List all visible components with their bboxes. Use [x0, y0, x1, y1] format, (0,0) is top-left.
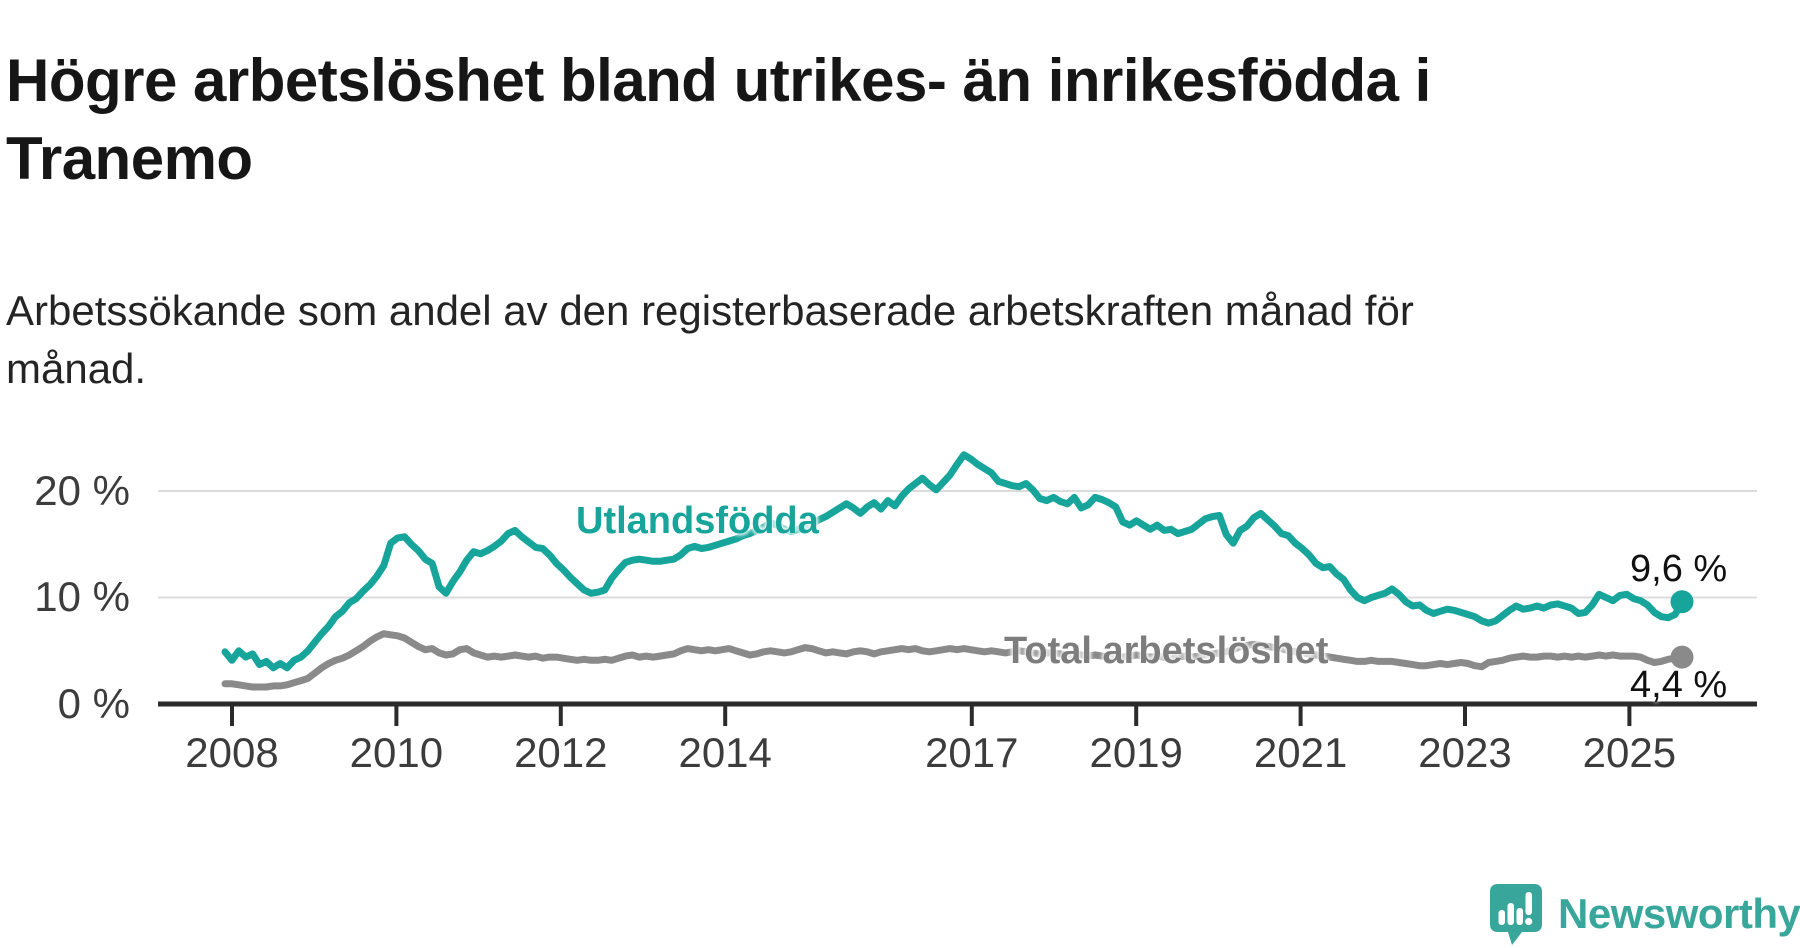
chart-subtitle: Arbetssökande som andel av den registerb…: [6, 282, 1414, 398]
x-axis-label-2012: 2012: [514, 729, 608, 776]
y-axis-label-0: 0 %: [57, 680, 130, 727]
x-axis-label-2023: 2023: [1418, 729, 1512, 776]
x-axis-label-2017: 2017: [925, 729, 1019, 776]
chart-subtitle-line-1: Arbetssökande som andel av den registerb…: [6, 287, 1414, 334]
logo-exclamation-bar: [1525, 892, 1532, 915]
x-axis-label-2019: 2019: [1089, 729, 1183, 776]
newsworthy-logo: Newsworthy: [1490, 884, 1800, 948]
x-axis-label-2010: 2010: [349, 729, 444, 776]
series-end-dot-utlandsfodda: [1670, 590, 1694, 614]
y-axis-label-20: 20 %: [34, 467, 130, 514]
y-axis-label-10: 10 %: [34, 573, 130, 620]
x-axis-label-2008: 2008: [185, 729, 279, 776]
series-label-total-arbetsloshet: Total arbetslöshet: [1004, 630, 1329, 672]
newsworthy-logo-text: Newsworthy: [1558, 890, 1800, 937]
x-axis-label-2025: 2025: [1582, 729, 1677, 776]
end-value-label-utlandsfodda: 9,6 %: [1630, 548, 1728, 590]
chart-title: Högre arbetslöshet bland utrikes- än inr…: [6, 42, 1431, 198]
x-axis-label-2021: 2021: [1253, 729, 1348, 776]
logo-bar-3: [1516, 908, 1523, 925]
chart-title-line-1: Högre arbetslöshet bland utrikes- än inr…: [6, 47, 1431, 115]
series-line-total: [221, 630, 1686, 691]
series-end-dot-total: [1670, 645, 1694, 669]
series-label-utlandsfodda: Utlandsfödda: [576, 500, 819, 542]
x-axis-label-2014: 2014: [678, 729, 772, 776]
series-line-utlandsfodda: [221, 451, 1686, 672]
chart-title-line-2: Tranemo: [6, 125, 253, 193]
logo-bar-2: [1507, 903, 1514, 925]
newsworthy-logo-icon: [1490, 884, 1542, 945]
end-value-label-total: 4,4 %: [1630, 664, 1728, 706]
chart-subtitle-line-2: månad.: [6, 345, 147, 392]
logo-exclamation-dot: [1525, 917, 1533, 926]
logo-bar-1: [1498, 910, 1505, 925]
